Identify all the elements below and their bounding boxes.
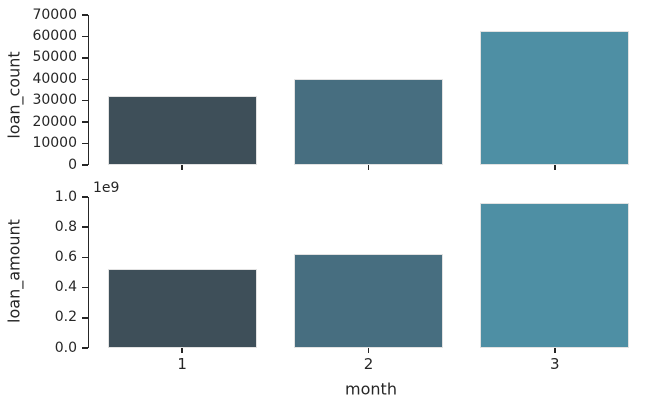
y-tick-label: 0.2 (54, 309, 77, 326)
x-tick-mark (554, 165, 556, 170)
bar-month-3 (480, 31, 630, 165)
y-axis-spine (87, 15, 89, 165)
y-tick-mark (81, 226, 88, 228)
y-tick-label: 0.8 (54, 218, 77, 235)
x-axis-label-month: month (345, 379, 397, 399)
y-tick-label: 0.6 (54, 248, 77, 265)
y-tick-label: 60000 (32, 27, 77, 44)
y-axis-label-loan-count: loan_count (4, 51, 24, 139)
x-tick-mark (181, 165, 183, 170)
y-tick-mark (81, 78, 88, 81)
x-tick-label: 2 (363, 355, 374, 373)
y-tick-mark (81, 164, 88, 166)
bar-month-3 (480, 203, 630, 348)
y-tick-label: 30000 (32, 92, 77, 109)
x-tick-mark (181, 348, 183, 353)
bar-month-1 (107, 96, 257, 165)
y-tick-mark (81, 99, 88, 102)
y-tick-mark (81, 317, 88, 319)
y-tick-label: 1.0 (54, 188, 77, 205)
bar-month-1 (107, 269, 257, 348)
y-tick-label: 40000 (32, 70, 77, 87)
x-tick-mark (554, 348, 556, 353)
y-tick-mark (81, 347, 88, 349)
bar-month-2 (293, 254, 444, 348)
x-tick-mark (367, 348, 370, 353)
y-tick-label: 10000 (32, 135, 77, 152)
y-axis-spine (87, 197, 89, 348)
y-tick-mark (81, 286, 88, 289)
x-tick-mark (367, 165, 370, 170)
y-tick-label: 0.0 (54, 339, 77, 356)
y-tick-mark (81, 14, 88, 16)
y-tick-label: 70000 (32, 6, 77, 23)
y-tick-label: 50000 (32, 49, 77, 66)
y-tick-label: 20000 (32, 113, 77, 130)
bar-month-2 (293, 79, 444, 165)
y-tick-mark (81, 256, 88, 259)
x-tick-label: 1 (177, 355, 187, 373)
y-tick-label: 0 (68, 156, 77, 173)
y-tick-mark (81, 142, 88, 145)
y-tick-mark (81, 196, 88, 198)
y-axis-offset-text: 1e9 (93, 180, 120, 196)
y-tick-mark (81, 35, 88, 38)
y-tick-mark (81, 121, 88, 123)
y-tick-label: 0.4 (54, 279, 77, 296)
y-axis-label-loan-amount: loan_amount (4, 219, 24, 323)
y-tick-mark (81, 57, 88, 59)
x-tick-label: 3 (550, 355, 560, 373)
